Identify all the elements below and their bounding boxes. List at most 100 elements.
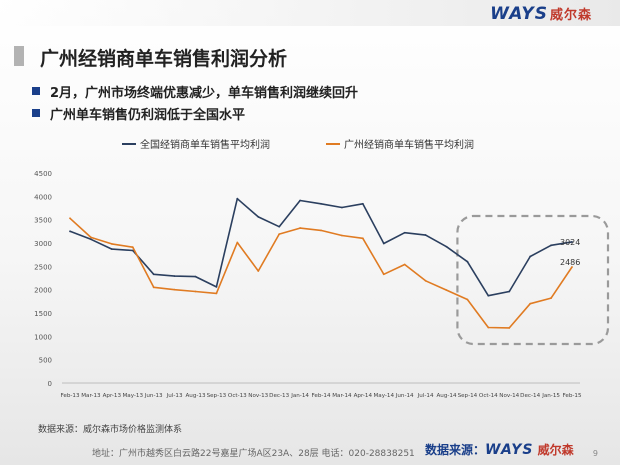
bullet-square-icon [32, 87, 40, 95]
brand-prefix: 数据来源： [425, 443, 486, 457]
legend-item-guangzhou: 广州经销商单车销售平均利润 [326, 136, 474, 151]
data-point-national [215, 285, 218, 288]
x-tick-label: Nov-13 [248, 393, 268, 399]
data-point-national [90, 238, 92, 241]
brand-logo-text: WAYS [490, 4, 548, 24]
x-tick-label: Apr-14 [354, 393, 373, 399]
data-point-national [110, 248, 113, 250]
y-tick-label: 2500 [34, 263, 52, 271]
y-tick-label: 3500 [34, 217, 52, 225]
data-point-guangzhou [320, 229, 322, 232]
brand-logo-top: WAYS 威尔森 [490, 4, 592, 24]
data-point-national [550, 244, 552, 247]
data-point-guangzhou [236, 241, 239, 244]
data-point-guangzhou [424, 279, 427, 282]
bullet-square-icon [32, 109, 40, 117]
data-label: 2486 [560, 258, 580, 267]
data-point-national [236, 197, 239, 200]
x-tick-label: Nov-14 [499, 393, 519, 399]
x-tick-label: Feb-15 [562, 393, 581, 399]
data-point-guangzhou [69, 217, 71, 220]
y-tick-label: 4000 [34, 193, 52, 201]
x-tick-label: Jul-13 [166, 393, 183, 399]
legend-label-guangzhou: 广州经销商单车销售平均利润 [344, 140, 474, 151]
data-point-national [257, 215, 260, 218]
series-line-guangzhou [69, 217, 573, 329]
legend-line-guangzhou [326, 142, 340, 145]
legend-line-national [122, 142, 136, 145]
data-point-national [299, 199, 301, 202]
x-tick-label: Feb-14 [311, 393, 330, 399]
bullet-text: 2月，广州市场终端优惠减少，单车销售利润继续回升 [50, 85, 359, 101]
y-tick-label: 3000 [34, 240, 52, 248]
data-point-national [445, 245, 448, 248]
data-point-national [403, 231, 406, 234]
bullet-list: 2月，广州市场终端优惠减少，单车销售利润继续回升 广州单车销售仍利润低于全国水平 [32, 80, 358, 124]
data-point-guangzhou [382, 273, 385, 276]
bullet-text: 广州单车销售仍利润低于全国水平 [50, 107, 246, 123]
x-tick-label: Mar-14 [332, 393, 352, 399]
top-bar [0, 0, 620, 26]
data-point-guangzhou [529, 302, 532, 305]
brand-logo-bottom: 数据来源：WAYS 威尔森 [425, 441, 574, 458]
data-point-guangzhou [173, 288, 176, 291]
legend-item-national: 全国经销商单车销售平均利润 [122, 136, 270, 151]
x-tick-label: May-14 [373, 393, 394, 399]
data-point-guangzhou [110, 243, 113, 245]
x-tick-label: Oct-14 [479, 393, 498, 399]
data-point-national [382, 242, 385, 245]
series-line-national [69, 197, 573, 297]
brand-name-cn: 威尔森 [537, 443, 574, 457]
x-tick-label: Dec-13 [269, 393, 289, 399]
y-tick-label: 1500 [34, 310, 52, 318]
x-tick-label: Dec-14 [520, 393, 540, 399]
data-point-national [508, 290, 511, 293]
y-tick-label: 2000 [34, 287, 52, 295]
data-point-guangzhou [194, 290, 197, 293]
x-tick-label: Oct-13 [228, 393, 247, 399]
data-point-national [173, 275, 176, 278]
data-point-national [466, 260, 469, 263]
y-tick-label: 0 [48, 380, 52, 388]
data-point-national [571, 240, 573, 243]
data-source-note: 数据来源：威尔森市场价格监测体系 [38, 425, 183, 435]
y-tick-label: 1000 [34, 333, 52, 341]
data-point-guangzhou [90, 236, 92, 239]
data-point-national [69, 230, 71, 233]
y-tick-label: 4500 [34, 170, 52, 178]
data-point-national [529, 255, 532, 258]
x-tick-label: Aug-14 [436, 393, 456, 399]
data-point-national [131, 249, 134, 252]
data-point-guangzhou [278, 233, 281, 236]
slide-title: 广州经销商单车销售利润分析 [40, 48, 288, 70]
data-label: 3024 [560, 238, 580, 247]
data-point-national [361, 202, 364, 205]
data-point-guangzhou [445, 289, 448, 292]
footer-address: 地址：广州市越秀区白云路22号嘉星广场A区23A、28层 电话：020-2883… [92, 449, 415, 459]
legend-label-national: 全国经销商单车销售平均利润 [140, 140, 270, 151]
brand-name-cn: 威尔森 [549, 8, 592, 23]
x-tick-label: Jul-14 [417, 393, 434, 399]
data-point-guangzhou [361, 237, 364, 240]
data-point-guangzhou [215, 292, 218, 295]
data-point-guangzhou [341, 234, 343, 237]
data-point-national [424, 234, 427, 236]
x-tick-label: Feb-13 [60, 393, 79, 399]
data-point-guangzhou [152, 286, 155, 289]
data-point-national [341, 206, 343, 209]
line-chart: 0 500 1000 1500 2000 2500 3000 3500 4000 4500 Feb-… [34, 170, 610, 399]
data-point-national [487, 294, 490, 297]
data-point-guangzhou [257, 270, 260, 272]
data-point-national [194, 275, 197, 278]
x-tick-label: May-13 [122, 393, 143, 399]
x-tick-label: Apr-13 [103, 393, 122, 399]
data-point-guangzhou [131, 246, 134, 249]
data-point-guangzhou [571, 266, 573, 268]
data-point-national [152, 273, 155, 276]
x-tick-label: Jan-15 [541, 393, 560, 399]
data-point-guangzhou [403, 263, 406, 266]
page-number: 9 [592, 449, 598, 458]
data-point-guangzhou [466, 298, 469, 301]
data-point-national [320, 202, 322, 205]
x-tick-label: Jan-14 [290, 393, 309, 399]
